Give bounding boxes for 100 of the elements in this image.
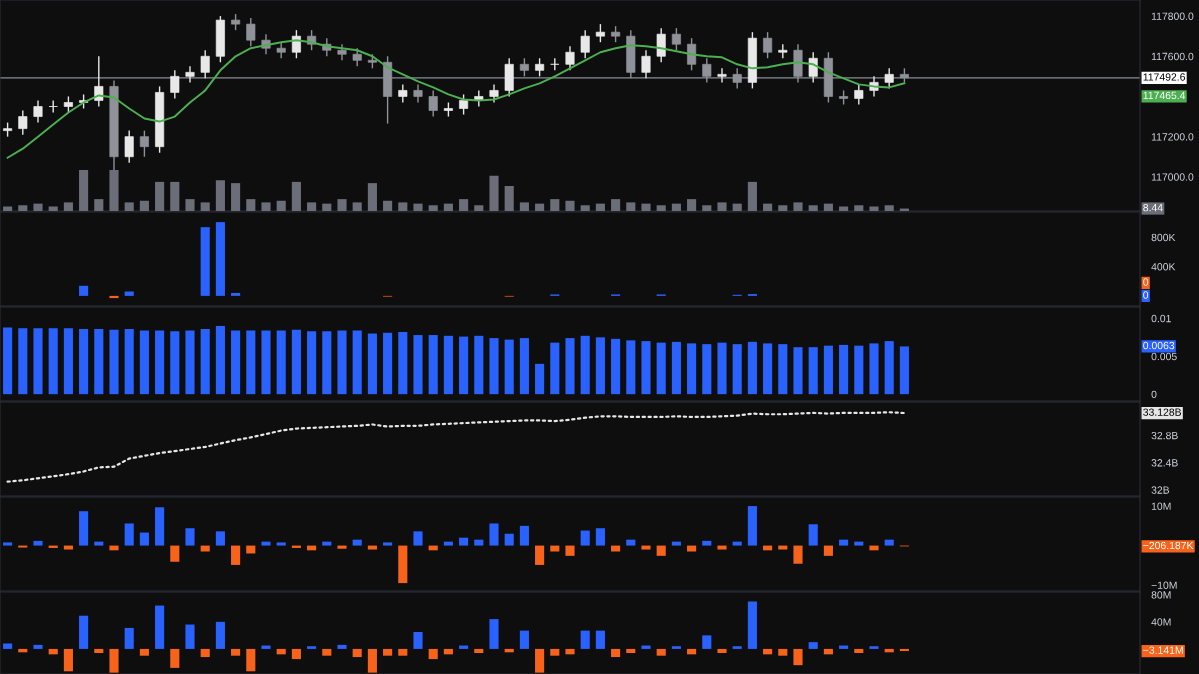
bar (869, 206, 879, 211)
bar (291, 181, 301, 211)
bar (215, 180, 225, 211)
text: 0.0063 (1143, 341, 1175, 350)
bar (793, 648, 803, 666)
bar (747, 181, 757, 211)
bar (261, 541, 271, 546)
bar (732, 203, 742, 211)
bar (656, 545, 666, 556)
bar (383, 200, 393, 211)
candlestick (671, 27, 681, 51)
bar (489, 338, 499, 395)
bar (702, 540, 712, 546)
bar (215, 325, 225, 395)
bar (854, 541, 864, 546)
bar (170, 648, 180, 668)
bar (261, 330, 271, 395)
bar (869, 646, 879, 649)
bar (3, 643, 13, 649)
y-tick-label: 10M (1151, 502, 1171, 510)
bar (231, 183, 241, 211)
bar (307, 646, 317, 649)
bar (413, 335, 423, 395)
bar (79, 511, 89, 546)
bar (48, 206, 58, 211)
bar (337, 199, 347, 211)
bar (535, 203, 545, 211)
bar (671, 541, 681, 546)
bar (747, 506, 757, 546)
bar (170, 181, 180, 211)
bar (611, 338, 621, 395)
bar (109, 170, 119, 211)
bar (747, 341, 757, 395)
bar (428, 205, 438, 211)
bar (459, 336, 469, 395)
bar (124, 328, 134, 395)
bar (565, 545, 575, 556)
bar (215, 222, 225, 296)
bar (504, 339, 514, 395)
bar (580, 630, 590, 649)
candlestick (170, 69, 180, 100)
bar (565, 200, 575, 211)
bar (398, 202, 408, 211)
bar (671, 341, 681, 395)
bar (383, 332, 393, 395)
bar (823, 203, 833, 211)
bar (550, 648, 560, 656)
bar (474, 335, 484, 395)
bar (519, 525, 529, 546)
bar (33, 540, 43, 546)
bar (687, 199, 697, 211)
bar (291, 648, 301, 660)
bar (595, 630, 605, 649)
bar (3, 542, 13, 546)
y-tick-label: 0.005 (1151, 352, 1177, 361)
bar (246, 330, 256, 395)
bar (839, 206, 849, 211)
candlestick (428, 89, 438, 118)
bar (155, 330, 165, 395)
bar (565, 338, 575, 395)
y-tick-label: 0 (1151, 390, 1157, 399)
bar (79, 615, 89, 649)
bar (595, 337, 605, 395)
bar (595, 528, 605, 546)
bar (139, 330, 149, 395)
y-tick-label: 32.8B (1151, 431, 1178, 440)
candlestick (595, 23, 605, 43)
bar (793, 545, 803, 564)
bar (535, 545, 545, 565)
bar (823, 345, 833, 395)
bar (200, 328, 210, 395)
bar (443, 335, 453, 395)
bar (763, 343, 773, 395)
candlestick (459, 93, 469, 116)
bar (155, 605, 165, 649)
bar (504, 533, 514, 546)
bar (48, 328, 58, 395)
bar (565, 648, 575, 655)
text: 0 (1143, 278, 1149, 286)
bar (63, 545, 73, 550)
bar (656, 205, 666, 211)
bar (291, 329, 301, 395)
bar (519, 630, 529, 649)
bar (124, 523, 134, 546)
bar (808, 524, 818, 546)
bar (443, 203, 453, 211)
bar (276, 648, 286, 655)
bar (33, 644, 43, 649)
bar (185, 624, 195, 649)
bar (899, 648, 909, 652)
y-tick-label: 80M (1151, 591, 1171, 599)
bar (33, 328, 43, 395)
bar (854, 648, 864, 653)
bar (884, 341, 894, 395)
bar (413, 203, 423, 211)
bar (367, 333, 377, 395)
bar (702, 635, 712, 649)
bar (109, 545, 119, 551)
bar (139, 200, 149, 211)
y-tick-label: 117600.0 (1151, 52, 1194, 61)
